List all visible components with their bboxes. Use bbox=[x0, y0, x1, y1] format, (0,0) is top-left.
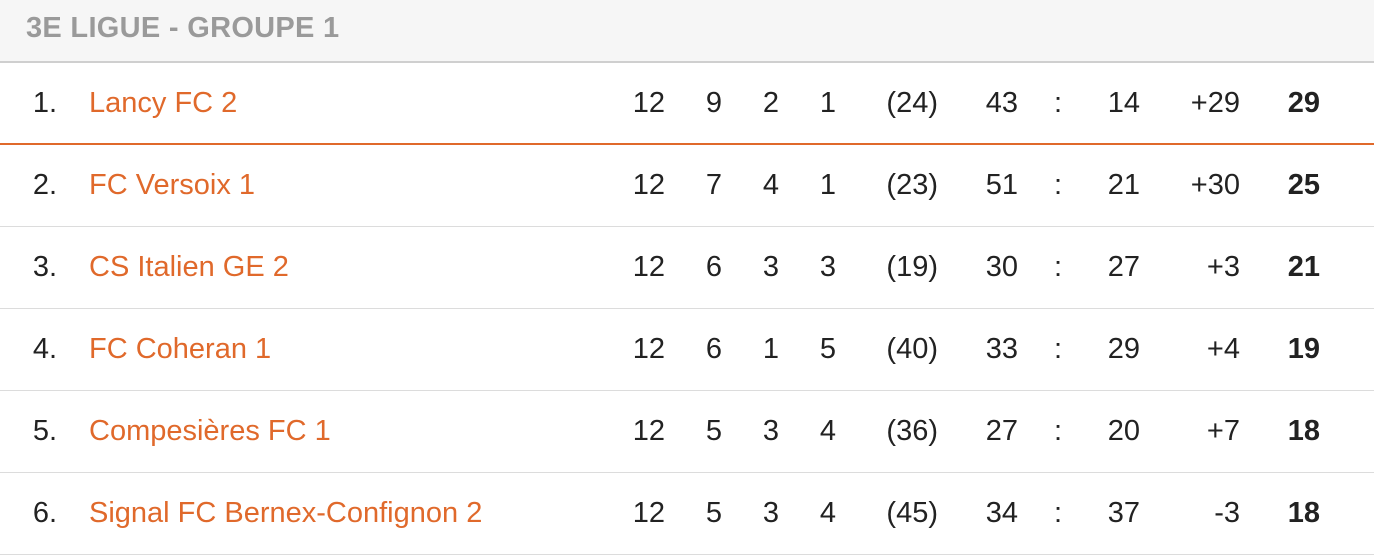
fairplay-cell: (24) bbox=[886, 87, 938, 119]
fairplay-cell: (36) bbox=[886, 415, 938, 447]
league-header: 3E LIGUE - GROUPE 1 bbox=[0, 0, 1374, 63]
played-cell: 12 bbox=[632, 87, 665, 119]
rank: 4. bbox=[32, 333, 57, 365]
table-row: 6. 12 5 3 4 (45) 34:37 -3 18 Signal FC Bernex-Con… bbox=[0, 473, 1374, 555]
table-row: 3. 12 6 3 3 (19) 30: 27 +3 21 CS Italien GE 2 bbox=[0, 227, 1374, 309]
goals-for-cell: 33 bbox=[985, 333, 1018, 365]
score-separator: : bbox=[1053, 415, 1062, 447]
table-row: 5. 12 5 3 4 (36) 27: 20 +7 18 Compesières FC 1 bbox=[0, 391, 1374, 473]
drawn-cell: 4 bbox=[762, 169, 779, 201]
score-separator: : bbox=[1053, 251, 1062, 283]
score-separator: : bbox=[1053, 87, 1062, 119]
lost-cell: 5 bbox=[819, 333, 836, 365]
played-cell: 12 bbox=[632, 497, 665, 529]
rank: 1. bbox=[32, 87, 57, 119]
won-cell: 5 bbox=[705, 497, 722, 529]
goals-against-cell: 21 bbox=[1107, 169, 1140, 201]
rank: 2. bbox=[32, 169, 57, 201]
goal-diff-cell: +30 bbox=[1190, 169, 1240, 201]
points-cell: 18 bbox=[1287, 497, 1320, 529]
standings-table: 1. 12 9 2 1 (24) 43:14 +29 29 Lancy FC 2 2. 12 7 4 1 (2… bbox=[0, 63, 1374, 555]
goals-against-cell: 20 bbox=[1107, 415, 1140, 447]
rank: 6. bbox=[32, 497, 57, 529]
won-cell: 9 bbox=[705, 87, 722, 119]
goals-against-cell: 14 bbox=[1107, 87, 1140, 119]
team-link[interactable]: Signal FC Bernex-Confignon 2 bbox=[89, 497, 483, 529]
points-cell: 18 bbox=[1287, 415, 1320, 447]
points-cell: 25 bbox=[1287, 169, 1320, 201]
played-cell: 12 bbox=[632, 415, 665, 447]
goals-for-cell: 27 bbox=[985, 415, 1018, 447]
lost-cell: 4 bbox=[819, 497, 836, 529]
goal-diff-cell: +3 bbox=[1206, 251, 1240, 283]
played-cell: 12 bbox=[632, 169, 665, 201]
points-cell: 29 bbox=[1287, 87, 1320, 119]
team-link[interactable]: Compesières FC 1 bbox=[89, 415, 331, 447]
table-row: 2. 12 7 4 1 (23) 51: 21 +30 25 FC Versoix 1 bbox=[0, 145, 1374, 227]
won-cell: 6 bbox=[705, 251, 722, 283]
fairplay-cell: (23) bbox=[886, 169, 938, 201]
played-cell: 12 bbox=[632, 333, 665, 365]
goal-diff-cell: +7 bbox=[1206, 415, 1240, 447]
goals-for-cell: 51 bbox=[985, 169, 1018, 201]
team-link[interactable]: FC Coheran 1 bbox=[89, 333, 272, 365]
team-link[interactable]: FC Versoix 1 bbox=[89, 169, 255, 201]
drawn-cell: 3 bbox=[762, 497, 779, 529]
score-separator: : bbox=[1053, 497, 1062, 529]
lost-cell: 4 bbox=[819, 415, 836, 447]
played-cell: 12 bbox=[632, 251, 665, 283]
league-title: 3E LIGUE - GROUPE 1 bbox=[26, 12, 340, 44]
goal-diff-cell: +29 bbox=[1190, 87, 1240, 119]
fairplay-cell: (19) bbox=[886, 251, 938, 283]
won-cell: 6 bbox=[705, 333, 722, 365]
table-row: 4. 12 6 1 5 (40) 33: 29 +4 19 FC Coheran 1 bbox=[0, 309, 1374, 391]
lost-cell: 3 bbox=[819, 251, 836, 283]
goals-against-cell: 37 bbox=[1107, 497, 1140, 529]
fairplay-cell: (40) bbox=[886, 333, 938, 365]
rank: 3. bbox=[32, 251, 57, 283]
rank: 5. bbox=[32, 415, 57, 447]
team-link[interactable]: Lancy FC 2 bbox=[89, 87, 238, 119]
score-separator: : bbox=[1053, 169, 1062, 201]
points-cell: 19 bbox=[1287, 333, 1320, 365]
won-cell: 5 bbox=[705, 415, 722, 447]
goals-for-cell: 30 bbox=[985, 251, 1018, 283]
goal-diff-cell: -3 bbox=[1214, 497, 1240, 529]
team-link[interactable]: CS Italien GE 2 bbox=[89, 251, 289, 283]
score-separator: : bbox=[1053, 333, 1062, 365]
goals-against-cell: 29 bbox=[1107, 333, 1140, 365]
points-cell: 21 bbox=[1287, 251, 1320, 283]
drawn-cell: 2 bbox=[762, 87, 779, 119]
goals-against-cell: 27 bbox=[1107, 251, 1140, 283]
table-row: 1. 12 9 2 1 (24) 43: 14 +29 29 Lancy FC 2 bbox=[0, 63, 1374, 145]
goals-for-cell: 43 bbox=[985, 87, 1018, 119]
goals-for-cell: 34 bbox=[985, 497, 1018, 529]
won-cell: 7 bbox=[705, 169, 722, 201]
drawn-cell: 3 bbox=[762, 251, 779, 283]
fairplay-cell: (45) bbox=[886, 497, 938, 529]
lost-cell: 1 bbox=[819, 169, 836, 201]
drawn-cell: 1 bbox=[762, 333, 779, 365]
drawn-cell: 3 bbox=[762, 415, 779, 447]
lost-cell: 1 bbox=[819, 87, 836, 119]
goal-diff-cell: +4 bbox=[1206, 333, 1240, 365]
